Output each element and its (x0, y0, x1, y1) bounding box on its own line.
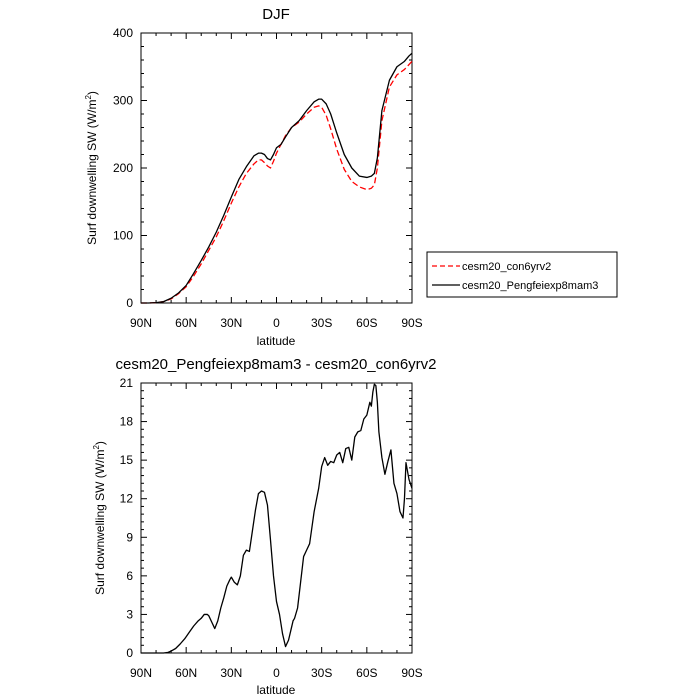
panel-bottom-xtick-label: 90S (401, 666, 422, 680)
panel-top-xtick-label: 30N (220, 316, 242, 330)
panel-top-ytick-label: 100 (113, 229, 133, 243)
panel-top-xtick-label: 30S (311, 316, 332, 330)
legend-box (426, 251, 618, 298)
panel-bottom-ytick-label: 12 (120, 492, 134, 506)
panel-bottom-frame (140, 382, 413, 654)
panel-top-ytick-label: 300 (113, 94, 133, 108)
panel-top-xtick-label: 0 (273, 316, 280, 330)
legend: cesm20_con6yrv2 cesm20_Pengfeiexp8mam3 (426, 251, 618, 298)
panel-bottom-ylabel: Surf downwelling SW (W/m2) (92, 441, 107, 595)
panel-top-ticks: 90N 60N 30N 0 30S 60S 90S 0 100 200 300 400 (113, 26, 423, 330)
panel-top-ytick-label: 400 (113, 26, 133, 40)
panel-top-xtick-label: 90S (401, 316, 422, 330)
panel-top-ylabel-end: ) (85, 91, 99, 95)
panel-bottom-title: cesm20_Pengfeiexp8mam3 - cesm20_con6yrv2 (116, 356, 437, 373)
panel-top-series-line-0 (141, 60, 413, 304)
panel-bottom-xtick-label: 90N (130, 666, 152, 680)
panel-top-ylabel-sup: 2 (84, 95, 93, 100)
panel-bottom-ylabel-main: Surf downwelling SW (W/m (93, 450, 107, 595)
panel-bottom: cesm20_Pengfeiexp8mam3 - cesm20_con6yrv2… (92, 356, 437, 697)
panel-bottom-ytick-label: 6 (126, 569, 133, 583)
panel-bottom-series-line-0 (141, 383, 413, 654)
panel-bottom-ytick-label: 0 (126, 646, 133, 660)
panel-bottom-ytick-label: 21 (120, 376, 134, 390)
panel-bottom-ylabel-end: ) (93, 441, 107, 445)
panel-bottom-ytick-label: 18 (120, 415, 134, 429)
panel-top: DJF 90N 60N 30N 0 30S 60S 90S 0 100 200 300 400 lat… (84, 6, 618, 348)
panel-bottom-ytick-label: 15 (120, 453, 134, 467)
panel-top-series-line-1 (141, 52, 413, 304)
panel-bottom-xtick-label: 30S (311, 666, 332, 680)
panel-bottom-xtick-label: 60S (356, 666, 377, 680)
panel-top-title: DJF (262, 6, 290, 23)
legend-label-pengfei: cesm20_Pengfeiexp8mam3 (462, 280, 598, 292)
panel-top-lines (141, 52, 413, 304)
panel-top-frame (140, 32, 413, 304)
panel-bottom-xtick-label: 30N (220, 666, 242, 680)
panel-bottom-ticks: 90N 60N 30N 0 30S 60S 90S 0 3 6 9 12 15 18 21 (120, 376, 423, 680)
panel-bottom-ytick-label: 9 (126, 530, 133, 544)
panel-bottom-xtick-label: 0 (273, 666, 280, 680)
panel-top-xtick-label: 90N (130, 316, 152, 330)
panel-top-ylabel-main: Surf downwelling SW (W/m (85, 100, 99, 245)
panel-bottom-lines (141, 383, 413, 654)
panel-top-ylabel: Surf downwelling SW (W/m2) (84, 91, 99, 245)
panel-top-xtick-label: 60N (175, 316, 197, 330)
panel-top-ytick-label: 200 (113, 161, 133, 175)
panel-bottom-xtick-label: 60N (175, 666, 197, 680)
legend-label-con6yrv2: cesm20_con6yrv2 (462, 261, 551, 273)
panel-top-xlabel: latitude (257, 334, 296, 348)
panel-top-ytick-label: 0 (126, 296, 133, 310)
panel-bottom-ytick-label: 3 (126, 607, 133, 621)
panel-top-xtick-label: 60S (356, 316, 377, 330)
panel-bottom-xlabel: latitude (257, 683, 296, 697)
panel-bottom-ylabel-sup: 2 (92, 445, 101, 450)
